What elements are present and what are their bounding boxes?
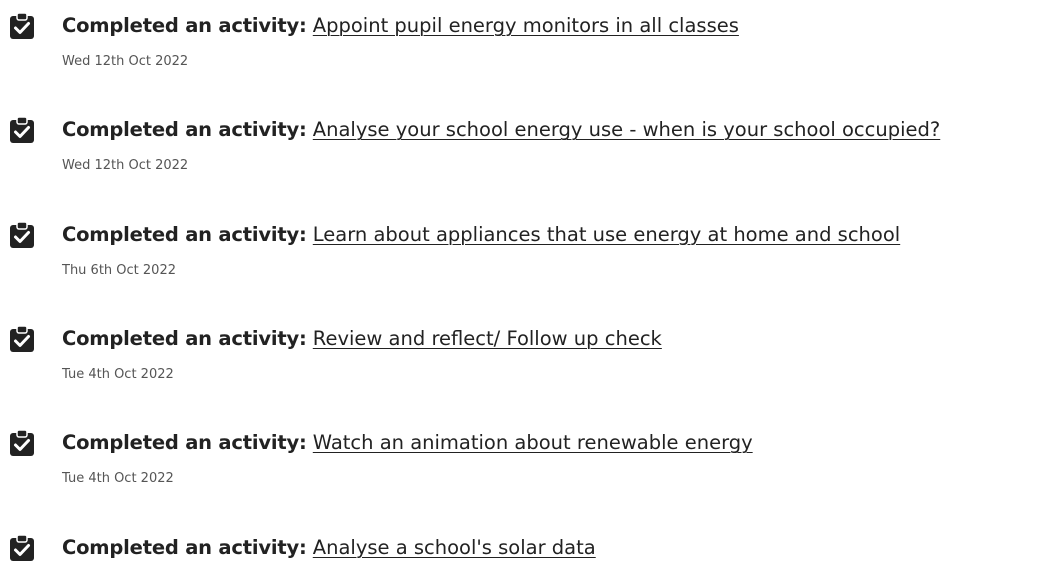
activity-link[interactable]: Review and reflect/ Follow up check	[312, 326, 662, 350]
activity-link[interactable]: Watch an animation about renewable energ…	[312, 431, 753, 455]
clipboard-check-icon	[10, 429, 34, 457]
activity-link[interactable]: Learn about appliances that use energy a…	[312, 222, 901, 246]
activity-label: Completed an activity:	[62, 118, 307, 142]
activity-label: Completed an activity:	[62, 535, 307, 559]
activity-heading: Completed an activity: Analyse a school'…	[62, 534, 596, 562]
activity-label: Completed an activity:	[62, 222, 307, 246]
activity-date: Tue 4th Oct 2022	[62, 471, 174, 487]
clipboard-check-icon	[10, 533, 34, 561]
activity-label: Completed an activity:	[62, 326, 307, 350]
activity-heading: Completed an activity: Analyse your scho…	[62, 116, 940, 144]
activity-heading: Completed an activity: Review and reflec…	[62, 325, 662, 353]
clipboard-check-icon	[10, 12, 34, 39]
activity-date: Tue 4th Oct 2022	[62, 366, 174, 382]
activity-heading: Completed an activity: Learn about appli…	[62, 221, 900, 249]
clipboard-check-icon	[10, 116, 34, 144]
activity-date: Wed 12th Oct 2022	[62, 158, 189, 174]
clipboard-check-icon	[10, 220, 34, 248]
activity-date: Thu 6th Oct 2022	[62, 262, 176, 278]
activity-label: Completed an activity:	[62, 431, 307, 455]
activity-label: Completed an activity:	[62, 14, 307, 37]
activity-date: Wed 12th Oct 2022	[62, 54, 189, 69]
activity-link[interactable]: Analyse your school energy use - when is…	[312, 118, 941, 142]
activity-link[interactable]: Appoint pupil energy monitors in all cla…	[312, 14, 739, 37]
clipboard-check-icon	[10, 325, 34, 352]
activity-link[interactable]: Analyse a school's solar data	[312, 535, 596, 559]
activity-heading: Completed an activity: Watch an animatio…	[62, 429, 753, 457]
activity-heading: Completed an activity: Appoint pupil ene…	[62, 12, 739, 40]
